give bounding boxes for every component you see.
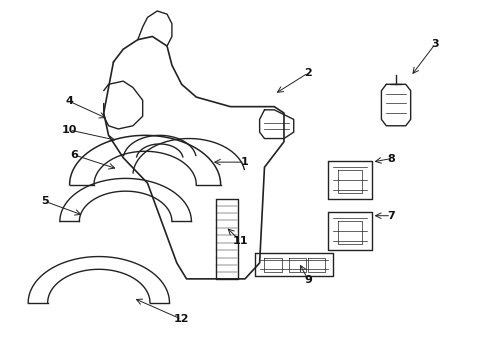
Text: 11: 11 xyxy=(232,236,248,246)
Text: 6: 6 xyxy=(71,150,78,160)
Text: 10: 10 xyxy=(62,125,77,135)
Text: 9: 9 xyxy=(304,275,312,285)
Text: 5: 5 xyxy=(42,197,49,206)
Text: 12: 12 xyxy=(174,314,190,324)
Text: 4: 4 xyxy=(66,96,74,107)
Text: 1: 1 xyxy=(241,157,249,167)
Text: 7: 7 xyxy=(387,211,395,221)
Text: 3: 3 xyxy=(431,39,439,49)
Text: 2: 2 xyxy=(304,68,312,78)
Text: 8: 8 xyxy=(387,154,395,163)
